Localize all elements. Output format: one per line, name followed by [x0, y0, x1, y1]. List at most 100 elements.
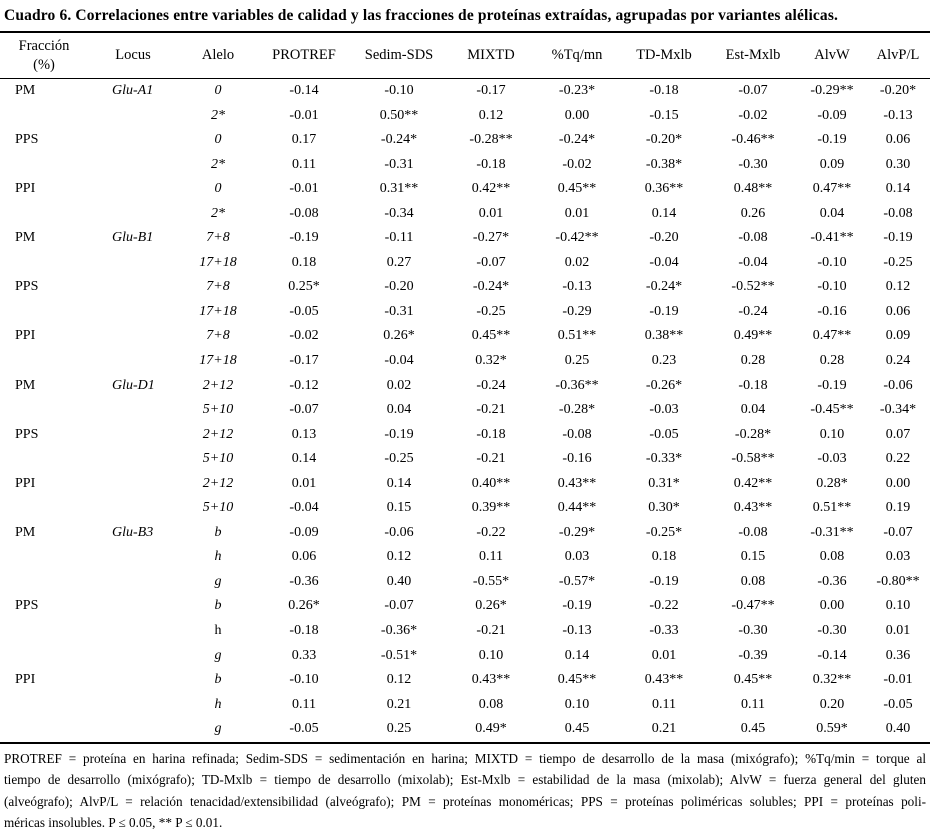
footnote-line: méricas insolubles. P ≤ 0.05, ** P ≤ 0.0…	[4, 815, 223, 831]
cell-value: 0.42**	[471, 181, 511, 197]
cell-value: 0.32*	[475, 353, 507, 369]
table-row: PPI 2+12 0.01 0.14 0.40** 0.43** 0.31* 0.42** 0.…	[0, 472, 930, 497]
table-row: 2* -0.01 0.50** 0.12 0.00 -0.15 -0.02 -0.09 -0.1…	[0, 104, 930, 129]
table-row: h 0.06 0.12 0.11 0.03 0.18 0.15 0.08 0.03	[0, 545, 930, 570]
cell-value: -0.24*	[472, 279, 510, 295]
cell-value: 0.00	[564, 107, 590, 123]
cell-value: 0.28*	[816, 475, 848, 491]
cell-value: 0.14	[564, 647, 590, 663]
cell-value: 0.49**	[733, 328, 773, 344]
cell-locus	[88, 619, 178, 644]
cell-value: -0.08	[562, 426, 592, 442]
cell-value: -0.34*	[879, 402, 917, 418]
cell-value: -0.38*	[645, 156, 683, 172]
cell-value: 0.08	[740, 573, 766, 589]
cell-fraction: PPS	[15, 132, 39, 148]
cell-value: -0.07	[384, 598, 414, 614]
cell-fraction: PPI	[15, 475, 36, 491]
cell-value: 0.24	[885, 353, 911, 369]
table-row: 17+18 -0.05 -0.31 -0.25 -0.29 -0.19 -0.24 -0.16…	[0, 300, 930, 325]
cell-fraction: PM	[15, 83, 36, 98]
cell-value: 0.01	[885, 623, 911, 639]
cell-value: -0.25	[883, 254, 913, 270]
column-header-fraction: Fracción (%)	[18, 37, 70, 73]
cell-locus	[88, 251, 178, 276]
cell-locus	[88, 668, 178, 693]
cell-value: 0.30*	[648, 500, 680, 516]
cell-value: -0.18	[289, 623, 319, 639]
cell-allele: 17+18	[199, 254, 237, 270]
cell-fraction: PPI	[15, 328, 36, 344]
cell-value: 0.01	[564, 205, 590, 221]
cell-value: 0.36**	[644, 181, 684, 197]
table-row: PPI 7+8 -0.02 0.26* 0.45** 0.51** 0.38** 0.49**…	[0, 324, 930, 349]
cell-value: -0.19	[649, 303, 679, 319]
cell-allele: b	[214, 598, 222, 614]
cell-value: 0.20	[819, 696, 845, 712]
cell-locus	[88, 324, 178, 349]
cell-value: 0.36	[885, 647, 911, 663]
cell-value: 0.45**	[557, 672, 597, 688]
cell-fraction	[0, 300, 88, 325]
table-row: PM Glu-B1 7+8 -0.19 -0.11 -0.27* -0.42** -0.20 -…	[0, 226, 930, 251]
cell-value: 0.02	[564, 254, 590, 270]
cell-value: -0.51*	[380, 647, 418, 663]
cell-value: -0.01	[289, 107, 319, 123]
cell-fraction	[0, 693, 88, 718]
cell-value: -0.11	[384, 230, 414, 246]
cell-fraction: PPS	[15, 279, 39, 295]
table-row: PM Glu-D1 2+12 -0.12 0.02 -0.24 -0.36** -0.26* -…	[0, 374, 930, 399]
cell-value: -0.10	[289, 672, 319, 688]
cell-value: 0.06	[885, 132, 911, 148]
cell-value: 0.22	[885, 451, 911, 467]
cell-value: -0.24	[476, 377, 506, 393]
cell-value: 0.03	[564, 549, 590, 565]
cell-value: 0.11	[741, 696, 765, 712]
cell-value: -0.08	[738, 230, 768, 246]
cell-allele: 7+8	[206, 279, 230, 295]
cell-value: -0.24*	[558, 132, 596, 148]
column-header-td-mxlb: TD-Mxlb	[636, 47, 692, 63]
table-row: PPI 0 -0.01 0.31** 0.42** 0.45** 0.36** 0.48** 0…	[0, 177, 930, 202]
cell-value: 0.02	[386, 377, 412, 393]
table-row: 5+10 -0.07 0.04 -0.21 -0.28* -0.03 0.04 -0.45**…	[0, 398, 930, 423]
cell-locus	[88, 472, 178, 497]
cell-value: -0.02	[289, 328, 319, 344]
table-row: g -0.05 0.25 0.49* 0.45 0.21 0.45 0.59* 0.40	[0, 717, 930, 743]
cell-allele: g	[214, 647, 222, 663]
cell-value: -0.80**	[876, 573, 920, 589]
cell-allele: 5+10	[202, 500, 234, 516]
cell-locus	[88, 570, 178, 595]
cell-value: -0.20*	[879, 83, 917, 98]
cell-value: -0.20*	[645, 132, 683, 148]
cell-value: -0.28**	[469, 132, 513, 148]
cell-value: -0.14	[817, 647, 847, 663]
footnote-line: PROTREF = proteína en harina refinada; S…	[4, 750, 926, 766]
cell-value: 0.08	[819, 549, 845, 565]
cell-value: 0.47**	[812, 181, 852, 197]
cell-value: -0.41**	[810, 230, 854, 246]
table-row: h 0.11 0.21 0.08 0.10 0.11 0.11 0.20 -0.05	[0, 693, 930, 718]
table-row: 17+18 0.18 0.27 -0.07 0.02 -0.04 -0.04 -0.10 -0.…	[0, 251, 930, 276]
table-row: h -0.18 -0.36* -0.21 -0.13 -0.33 -0.30 -0.30 0.0…	[0, 619, 930, 644]
cell-fraction: PM	[15, 230, 36, 246]
cell-allele: 5+10	[202, 451, 234, 467]
cell-value: -0.36**	[555, 377, 599, 393]
cell-value: 0.14	[386, 475, 412, 491]
cell-locus	[88, 717, 178, 743]
cell-allele: b	[214, 524, 222, 540]
cell-value: -0.36	[289, 573, 319, 589]
cell-value: 0.28	[740, 353, 766, 369]
cell-value: 0.30	[885, 156, 911, 172]
header-row: Fracción (%) Locus Alelo PROTREF Sedim-SDS MI…	[0, 32, 930, 79]
table-row: PPS 2+12 0.13 -0.19 -0.18 -0.08 -0.05 -0.28* 0.1…	[0, 423, 930, 448]
cell-value: -0.22	[649, 598, 679, 614]
cell-value: -0.19	[384, 426, 414, 442]
cell-value: -0.19	[562, 598, 592, 614]
cell-allele: 5+10	[202, 402, 234, 418]
cell-value: 0.25	[564, 353, 590, 369]
cell-value: -0.24	[738, 303, 768, 319]
cell-value: -0.18	[476, 426, 506, 442]
cell-value: -0.04	[649, 254, 679, 270]
